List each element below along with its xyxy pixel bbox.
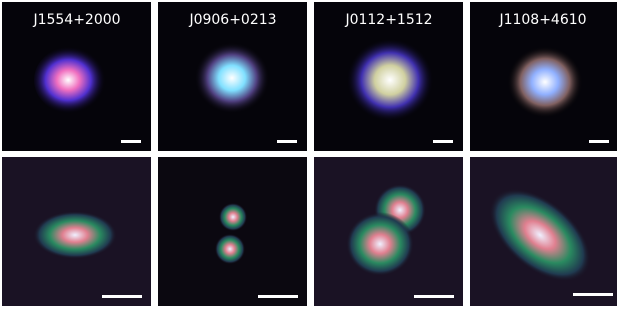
scale-bar bbox=[258, 295, 298, 298]
source bbox=[346, 212, 414, 276]
panel-label: J1108+4610 bbox=[498, 12, 586, 28]
scale-bar bbox=[433, 140, 453, 143]
source bbox=[215, 234, 245, 264]
panel bbox=[158, 157, 307, 306]
source bbox=[34, 46, 110, 114]
scale-bar bbox=[573, 293, 613, 296]
top-row: J1554+2000 J0906+0213 J0112+1512 J1108+4… bbox=[2, 2, 617, 151]
panel-label: J1554+2000 bbox=[32, 12, 120, 28]
figure: J1554+2000 J0906+0213 J0112+1512 J1108+4… bbox=[0, 0, 617, 309]
source bbox=[507, 46, 583, 118]
source bbox=[194, 42, 270, 114]
panel-label: J0906+0213 bbox=[188, 12, 276, 28]
source bbox=[346, 38, 434, 122]
panel-label: J0112+1512 bbox=[344, 12, 432, 28]
page: {"panels": [{"label": "J1554+2000"}, {"l… bbox=[0, 0, 617, 309]
source bbox=[219, 203, 247, 231]
scale-bar bbox=[589, 140, 609, 143]
bottom-row bbox=[2, 157, 617, 306]
source bbox=[33, 211, 117, 259]
scale-bar bbox=[102, 295, 142, 298]
scale-bar bbox=[121, 140, 141, 143]
scale-bar bbox=[277, 140, 297, 143]
scale-bar bbox=[414, 295, 454, 298]
